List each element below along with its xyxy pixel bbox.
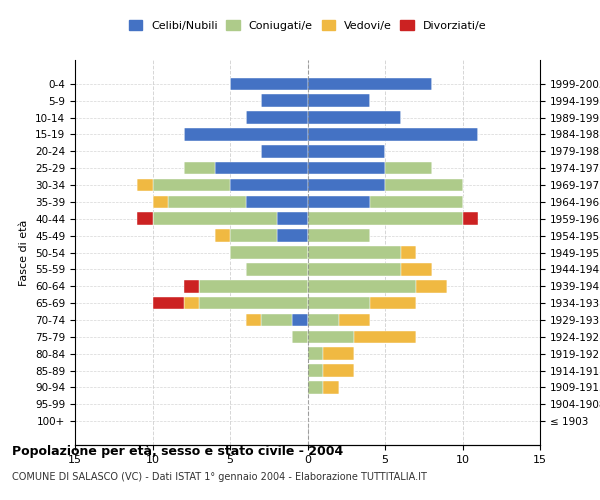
Bar <box>168 196 245 208</box>
Bar <box>308 381 323 394</box>
Bar <box>215 230 230 242</box>
Bar <box>292 314 308 326</box>
Bar <box>370 196 463 208</box>
Text: Popolazione per età, sesso e stato civile - 2004: Popolazione per età, sesso e stato civil… <box>12 445 343 458</box>
Bar <box>308 280 416 292</box>
Bar <box>385 162 431 174</box>
Bar <box>308 297 370 310</box>
Bar <box>323 348 354 360</box>
Bar <box>261 145 308 158</box>
Legend: Celibi/Nubili, Coniugati/e, Vedovi/e, Divorziati/e: Celibi/Nubili, Coniugati/e, Vedovi/e, Di… <box>124 16 491 35</box>
Bar <box>245 196 308 208</box>
Bar <box>354 330 416 343</box>
Bar <box>308 196 370 208</box>
Text: COMUNE DI SALASCO (VC) - Dati ISTAT 1° gennaio 2004 - Elaborazione TUTTITALIA.IT: COMUNE DI SALASCO (VC) - Dati ISTAT 1° g… <box>12 472 427 482</box>
Bar <box>137 212 152 225</box>
Bar <box>463 212 478 225</box>
Bar <box>152 212 277 225</box>
Bar <box>277 212 308 225</box>
Bar <box>308 246 401 259</box>
Bar <box>230 246 308 259</box>
Bar <box>401 246 416 259</box>
Bar <box>230 230 277 242</box>
Bar <box>308 178 385 192</box>
Bar <box>308 145 385 158</box>
Bar <box>152 196 168 208</box>
Bar <box>370 297 416 310</box>
Bar <box>184 297 199 310</box>
Bar <box>245 111 308 124</box>
Bar <box>308 230 370 242</box>
Bar <box>308 111 401 124</box>
Bar <box>292 330 308 343</box>
Bar <box>230 78 308 90</box>
Bar <box>308 348 323 360</box>
Bar <box>230 178 308 192</box>
Y-axis label: Fasce di età: Fasce di età <box>19 220 29 286</box>
Bar <box>308 78 431 90</box>
Bar <box>261 314 292 326</box>
Bar <box>152 297 184 310</box>
Bar <box>385 178 463 192</box>
Bar <box>199 297 308 310</box>
Bar <box>261 94 308 107</box>
Bar <box>308 212 463 225</box>
Bar <box>137 178 152 192</box>
Bar <box>245 263 308 276</box>
Bar <box>245 314 261 326</box>
Bar <box>184 280 199 292</box>
Bar <box>416 280 447 292</box>
Bar <box>401 263 431 276</box>
Bar <box>338 314 370 326</box>
Bar <box>308 94 370 107</box>
Bar <box>184 162 215 174</box>
Bar <box>308 364 323 377</box>
Bar <box>308 128 478 141</box>
Bar <box>277 230 308 242</box>
Bar <box>215 162 308 174</box>
Bar <box>308 314 338 326</box>
Bar <box>323 381 338 394</box>
Bar <box>184 128 308 141</box>
Bar <box>323 364 354 377</box>
Bar <box>308 162 385 174</box>
Bar <box>152 178 230 192</box>
Bar <box>199 280 308 292</box>
Bar <box>308 263 401 276</box>
Bar <box>308 330 354 343</box>
